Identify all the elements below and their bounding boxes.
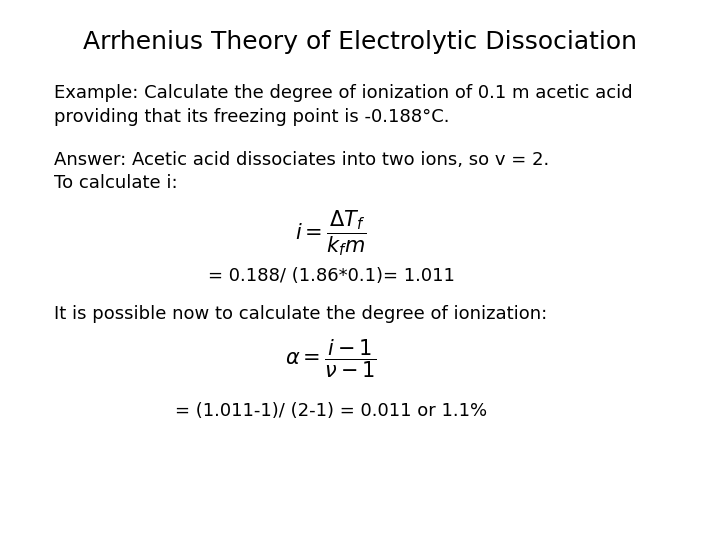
Text: $\alpha=\dfrac{i-1}{\nu-1}$: $\alpha=\dfrac{i-1}{\nu-1}$ — [285, 338, 377, 380]
Text: Arrhenius Theory of Electrolytic Dissociation: Arrhenius Theory of Electrolytic Dissoci… — [83, 30, 637, 53]
Text: To calculate i:: To calculate i: — [54, 174, 178, 192]
Text: Example: Calculate the degree of ionization of 0.1 m acetic acid: Example: Calculate the degree of ionizat… — [54, 84, 633, 102]
Text: = 0.188/ (1.86*0.1)= 1.011: = 0.188/ (1.86*0.1)= 1.011 — [208, 267, 454, 285]
Text: Answer: Acetic acid dissociates into two ions, so v = 2.: Answer: Acetic acid dissociates into two… — [54, 151, 549, 169]
Text: = (1.011-1)/ (2-1) = 0.011 or 1.1%: = (1.011-1)/ (2-1) = 0.011 or 1.1% — [175, 402, 487, 420]
Text: It is possible now to calculate the degree of ionization:: It is possible now to calculate the degr… — [54, 305, 547, 323]
Text: providing that its freezing point is -0.188°C.: providing that its freezing point is -0.… — [54, 108, 449, 126]
Text: $i=\dfrac{\Delta T_f}{k_f m}$: $i=\dfrac{\Delta T_f}{k_f m}$ — [295, 208, 367, 258]
